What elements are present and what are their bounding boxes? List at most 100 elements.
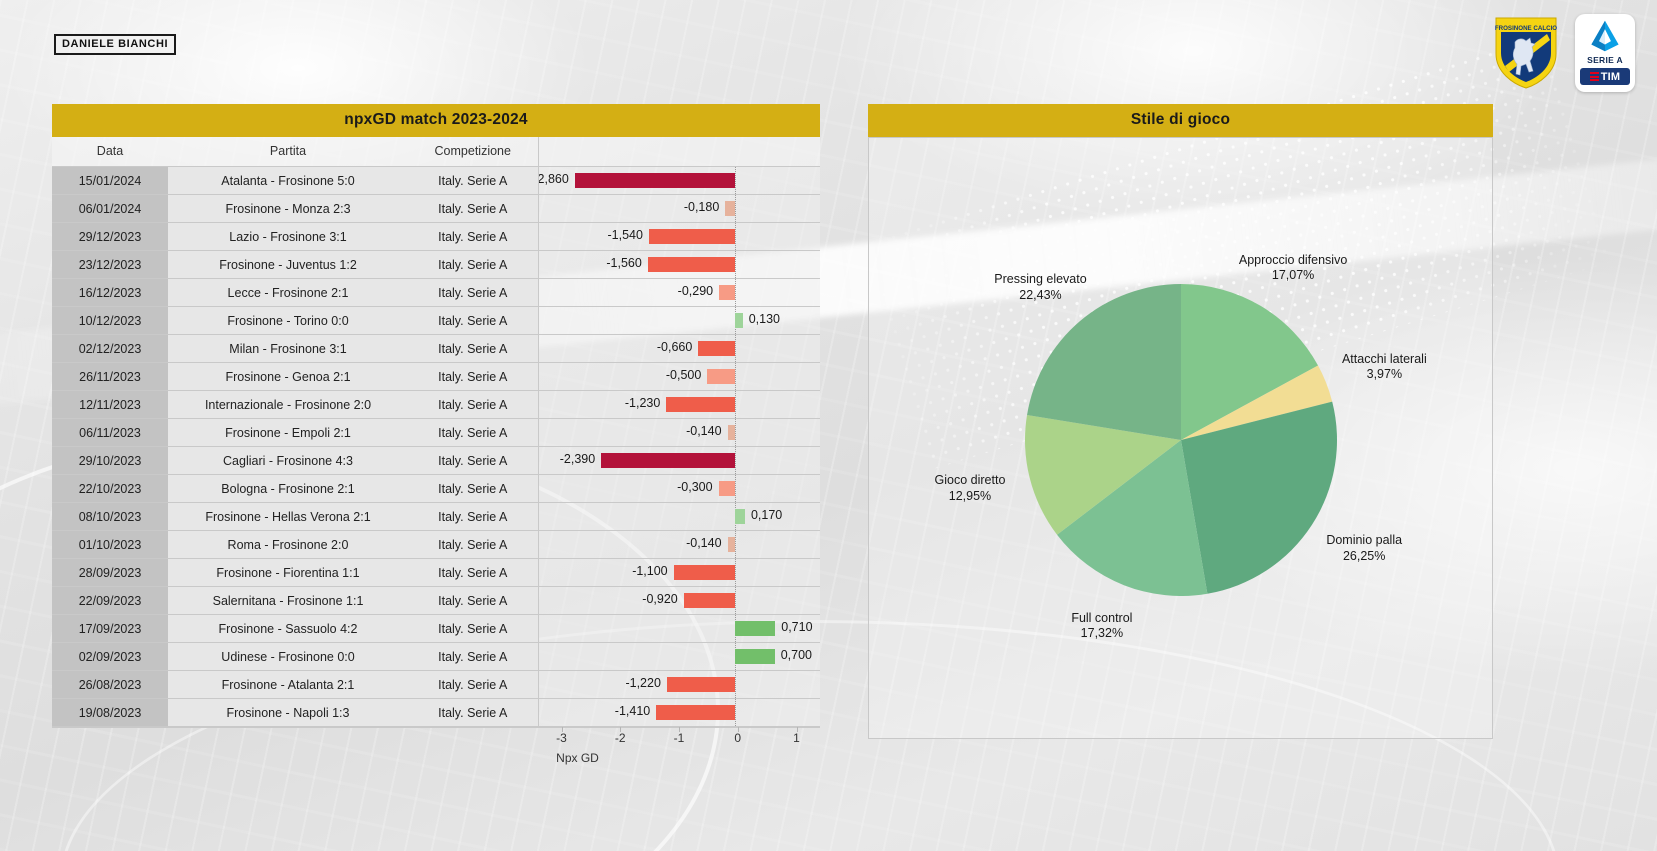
cell-competition: Italy. Serie A — [408, 586, 539, 615]
npxgd-bar — [673, 565, 736, 580]
npxgd-value-label: -1,230 — [624, 396, 661, 410]
matches-table: Data Partita Competizione 15/01/2024 Atal… — [52, 137, 820, 727]
npxgd-bar — [735, 621, 776, 636]
npxgd-bar — [683, 593, 736, 608]
pie-slice-label: Pressing elevato 22,43% — [994, 272, 1086, 303]
npxgd-bar — [601, 453, 736, 468]
npxgd-bar — [698, 341, 736, 356]
npxgd-bar — [647, 257, 736, 272]
pie-slice — [1180, 401, 1337, 594]
pie-slice — [1056, 440, 1207, 596]
npxgd-bar — [727, 425, 736, 440]
cell-npxgd-bar: -1,560 — [538, 250, 820, 279]
cell-match: Frosinone - Empoli 2:1 — [168, 418, 408, 447]
cell-date: 02/12/2023 — [52, 334, 168, 363]
cell-competition: Italy. Serie A — [408, 642, 539, 671]
npxgd-value-label: -0,660 — [656, 340, 693, 354]
cell-competition: Italy. Serie A — [408, 390, 539, 419]
cell-match: Salernitana - Frosinone 1:1 — [168, 586, 408, 615]
cell-competition: Italy. Serie A — [408, 418, 539, 447]
zero-line — [735, 587, 737, 614]
pie-slice — [1180, 284, 1318, 440]
pie-slice-percent: 12,95% — [948, 488, 992, 503]
cell-date: 06/11/2023 — [52, 418, 168, 447]
cell-competition: Italy. Serie A — [408, 474, 539, 503]
cell-date: 29/12/2023 — [52, 222, 168, 251]
bar-wrapper: -1,100 — [545, 559, 815, 586]
cell-match: Milan - Frosinone 3:1 — [168, 334, 408, 363]
npxgd-axis-area: -3 -2 -1 0 1 Npx GD — [52, 727, 820, 765]
npxgd-bar — [735, 509, 745, 524]
cell-match: Lazio - Frosinone 3:1 — [168, 222, 408, 251]
bar-wrapper: 0,700 — [545, 643, 815, 670]
serie-a-tim-logo: SERIE A TIM — [1575, 14, 1635, 92]
cell-date: 22/09/2023 — [52, 586, 168, 615]
bar-wrapper: -0,140 — [545, 419, 815, 446]
author-watermark: DANIELE BIANCHI — [54, 34, 177, 55]
cell-npxgd-bar: -0,660 — [538, 334, 820, 363]
cell-date: 10/12/2023 — [52, 306, 168, 335]
pie-slice — [1026, 284, 1181, 440]
bar-wrapper: -0,920 — [545, 587, 815, 614]
pie-chart-svg — [1024, 284, 1337, 596]
cell-date: 29/10/2023 — [52, 446, 168, 475]
column-header-match: Partita — [168, 137, 408, 167]
bar-wrapper: -1,230 — [545, 391, 815, 418]
npxgd-value-label: -0,300 — [677, 480, 713, 494]
zero-line — [735, 251, 737, 278]
npxgd-value-label: -1,100 — [632, 564, 668, 578]
zero-line — [735, 419, 737, 446]
zero-line — [735, 559, 737, 586]
bar-wrapper: 0,710 — [545, 615, 815, 642]
table-row: 10/12/2023 Frosinone - Torino 0:0 Italy. S… — [52, 306, 820, 335]
cell-match: Atalanta - Frosinone 5:0 — [168, 166, 408, 195]
npxgd-bar — [735, 649, 775, 664]
logo-group: FROSINONE CALCIO SERIE A TIM — [1493, 14, 1635, 92]
axis-tick-label: -1 — [673, 731, 685, 745]
npxgd-value-label: 0,170 — [750, 508, 783, 522]
cell-date: 26/11/2023 — [52, 362, 168, 391]
cell-npxgd-bar: -2,860 — [538, 166, 820, 195]
bar-wrapper: -1,410 — [545, 699, 815, 726]
table-row: 17/09/2023 Frosinone - Sassuolo 4:2 Italy.… — [52, 614, 820, 643]
cell-competition: Italy. Serie A — [408, 614, 539, 643]
npxgd-bar — [656, 705, 736, 720]
cell-date: 16/12/2023 — [52, 278, 168, 307]
zero-line — [735, 671, 737, 698]
bar-wrapper: -0,300 — [545, 475, 815, 502]
pie-slice-name: Gioco diretto — [934, 473, 1006, 488]
npxgd-bar — [727, 537, 736, 552]
pie-slice — [1180, 365, 1332, 440]
pie-slice-name: Full control — [1071, 610, 1133, 625]
cell-date: 01/10/2023 — [52, 530, 168, 559]
cell-date: 17/09/2023 — [52, 614, 168, 643]
cell-date: 08/10/2023 — [52, 502, 168, 531]
axis-tick-label: 1 — [793, 731, 800, 745]
axis-tickmark — [679, 727, 680, 732]
zero-line — [735, 699, 737, 726]
cell-npxgd-bar: 0,130 — [538, 306, 820, 335]
npxgd-bar — [666, 677, 736, 692]
pie-slice — [1024, 414, 1181, 535]
cell-npxgd-bar: -1,220 — [538, 670, 820, 699]
cell-date: 28/09/2023 — [52, 558, 168, 587]
cell-npxgd-bar: -1,230 — [538, 390, 820, 419]
table-row: 02/12/2023 Milan - Frosinone 3:1 Italy. Se… — [52, 334, 820, 363]
table-row: 19/08/2023 Frosinone - Napoli 1:3 Italy. S… — [52, 698, 820, 727]
cell-npxgd-bar: 0,170 — [538, 502, 820, 531]
npxgd-axis: -3 -2 -1 0 1 — [52, 727, 820, 749]
table-row: 29/12/2023 Lazio - Frosinone 3:1 Italy. Se… — [52, 222, 820, 251]
npxgd-value-label: -0,500 — [665, 368, 702, 382]
zero-line — [735, 531, 737, 558]
cell-competition: Italy. Serie A — [408, 446, 539, 475]
cell-match: Frosinone - Monza 2:3 — [168, 194, 408, 223]
table-row: 29/10/2023 Cagliari - Frosinone 4:3 Italy.… — [52, 446, 820, 475]
cell-competition: Italy. Serie A — [408, 194, 539, 223]
zero-line — [735, 279, 737, 306]
npxgd-value-label: -1,410 — [614, 704, 651, 718]
cell-match: Cagliari - Frosinone 4:3 — [168, 446, 408, 475]
cell-match: Frosinone - Torino 0:0 — [168, 306, 408, 335]
cell-competition: Italy. Serie A — [408, 558, 539, 587]
table-row: 01/10/2023 Roma - Frosinone 2:0 Italy. Ser… — [52, 530, 820, 559]
pie-slice-label: Dominio palla 26,25% — [1326, 533, 1402, 564]
